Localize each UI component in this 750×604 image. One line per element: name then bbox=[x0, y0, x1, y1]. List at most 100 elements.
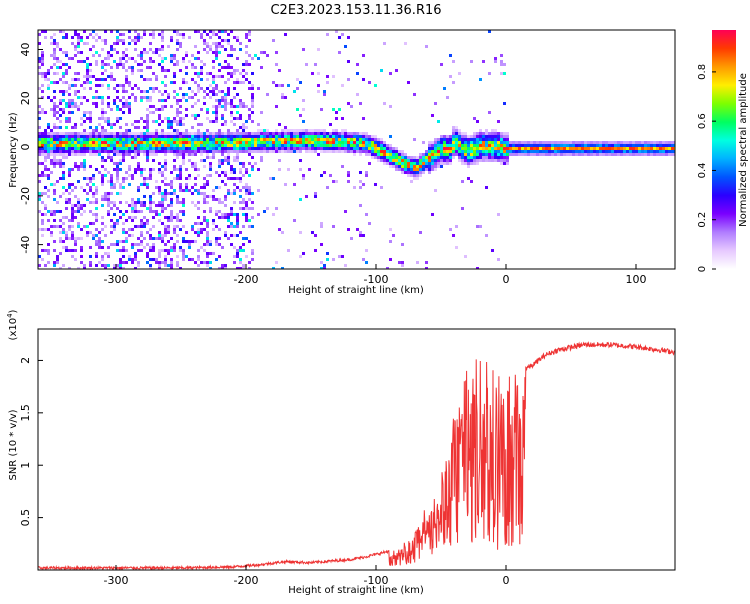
heatmap-cell bbox=[158, 114, 161, 117]
heatmap-cell bbox=[485, 159, 488, 162]
heatmap-cell bbox=[272, 177, 275, 180]
heatmap-cell bbox=[173, 117, 176, 120]
heatmap-cell bbox=[230, 30, 233, 33]
heatmap-cell bbox=[179, 168, 182, 171]
heatmap-cell bbox=[665, 153, 668, 156]
heatmap-cell bbox=[83, 129, 86, 132]
heatmap-cell bbox=[95, 252, 98, 255]
heatmap-cell bbox=[218, 174, 221, 177]
heatmap-cell bbox=[203, 150, 206, 153]
heatmap-cell bbox=[134, 132, 137, 135]
heatmap-cell bbox=[368, 153, 371, 156]
heatmap-cell bbox=[38, 255, 41, 258]
heatmap-cell bbox=[359, 138, 362, 141]
heatmap-cell bbox=[470, 150, 473, 153]
heatmap-cell bbox=[548, 153, 551, 156]
heatmap-cell bbox=[191, 147, 194, 150]
heatmap-cell bbox=[179, 42, 182, 45]
heatmap-cell bbox=[221, 159, 224, 162]
heatmap-cell bbox=[326, 132, 329, 135]
heatmap-cell bbox=[302, 177, 305, 180]
heatmap-cell bbox=[161, 204, 164, 207]
heatmap-cell bbox=[149, 195, 152, 198]
heatmap-cell bbox=[206, 234, 209, 237]
heatmap-cell bbox=[137, 198, 140, 201]
heatmap-cell bbox=[116, 141, 119, 144]
spectrogram-y-tick-label: 40 bbox=[19, 43, 32, 57]
heatmap-cell bbox=[143, 30, 146, 33]
heatmap-cell bbox=[98, 141, 101, 144]
heatmap-cell bbox=[116, 264, 119, 267]
heatmap-cell bbox=[191, 258, 194, 261]
heatmap-cell bbox=[212, 60, 215, 63]
heatmap-cell bbox=[359, 153, 362, 156]
heatmap-cell bbox=[380, 144, 383, 147]
heatmap-cell bbox=[158, 201, 161, 204]
heatmap-cell bbox=[278, 150, 281, 153]
heatmap-cell bbox=[101, 255, 104, 258]
heatmap-cell bbox=[650, 150, 653, 153]
heatmap-cell bbox=[146, 150, 149, 153]
heatmap-cell bbox=[116, 117, 119, 120]
heatmap-cell bbox=[329, 144, 332, 147]
heatmap-cell bbox=[392, 234, 395, 237]
heatmap-cell bbox=[416, 171, 419, 174]
heatmap-cell bbox=[560, 141, 563, 144]
heatmap-cell bbox=[326, 150, 329, 153]
heatmap-cell bbox=[38, 141, 41, 144]
heatmap-cell bbox=[152, 51, 155, 54]
heatmap-cell bbox=[77, 138, 80, 141]
heatmap-cell bbox=[662, 153, 665, 156]
heatmap-cell bbox=[134, 255, 137, 258]
heatmap-cell bbox=[182, 81, 185, 84]
heatmap-cell bbox=[149, 105, 152, 108]
heatmap-cell bbox=[371, 138, 374, 141]
heatmap-cell bbox=[77, 207, 80, 210]
heatmap-cell bbox=[215, 135, 218, 138]
heatmap-cell bbox=[287, 129, 290, 132]
heatmap-cell bbox=[113, 264, 116, 267]
heatmap-cell bbox=[230, 210, 233, 213]
heatmap-cell bbox=[416, 174, 419, 177]
heatmap-cell bbox=[65, 234, 68, 237]
heatmap-cell bbox=[344, 135, 347, 138]
heatmap-cell bbox=[95, 96, 98, 99]
heatmap-cell bbox=[437, 165, 440, 168]
heatmap-cell bbox=[233, 150, 236, 153]
heatmap-cell bbox=[110, 225, 113, 228]
heatmap-cell bbox=[200, 159, 203, 162]
heatmap-cell bbox=[176, 99, 179, 102]
heatmap-cell bbox=[173, 216, 176, 219]
heatmap-cell bbox=[107, 171, 110, 174]
heatmap-cell bbox=[248, 207, 251, 210]
heatmap-cell bbox=[347, 60, 350, 63]
heatmap-cell bbox=[344, 132, 347, 135]
heatmap-cell bbox=[488, 153, 491, 156]
heatmap-cell bbox=[614, 144, 617, 147]
heatmap-cell bbox=[140, 69, 143, 72]
heatmap-cell bbox=[656, 144, 659, 147]
heatmap-cell bbox=[107, 153, 110, 156]
heatmap-cell bbox=[431, 168, 434, 171]
heatmap-cell bbox=[485, 144, 488, 147]
heatmap-cell bbox=[140, 57, 143, 60]
heatmap-cell bbox=[236, 57, 239, 60]
heatmap-cell bbox=[107, 75, 110, 78]
heatmap-cell bbox=[128, 228, 131, 231]
heatmap-cell bbox=[77, 210, 80, 213]
heatmap-cell bbox=[41, 222, 44, 225]
heatmap-cell bbox=[41, 132, 44, 135]
heatmap-cell bbox=[455, 225, 458, 228]
heatmap-cell bbox=[131, 258, 134, 261]
heatmap-cell bbox=[227, 102, 230, 105]
heatmap-cell bbox=[221, 201, 224, 204]
heatmap-cell bbox=[302, 108, 305, 111]
heatmap-cell bbox=[44, 111, 47, 114]
heatmap-cell bbox=[59, 153, 62, 156]
heatmap-cell bbox=[179, 99, 182, 102]
heatmap-cell bbox=[149, 198, 152, 201]
heatmap-cell bbox=[392, 156, 395, 159]
heatmap-cell bbox=[53, 102, 56, 105]
heatmap-cell bbox=[224, 66, 227, 69]
heatmap-cell bbox=[317, 153, 320, 156]
